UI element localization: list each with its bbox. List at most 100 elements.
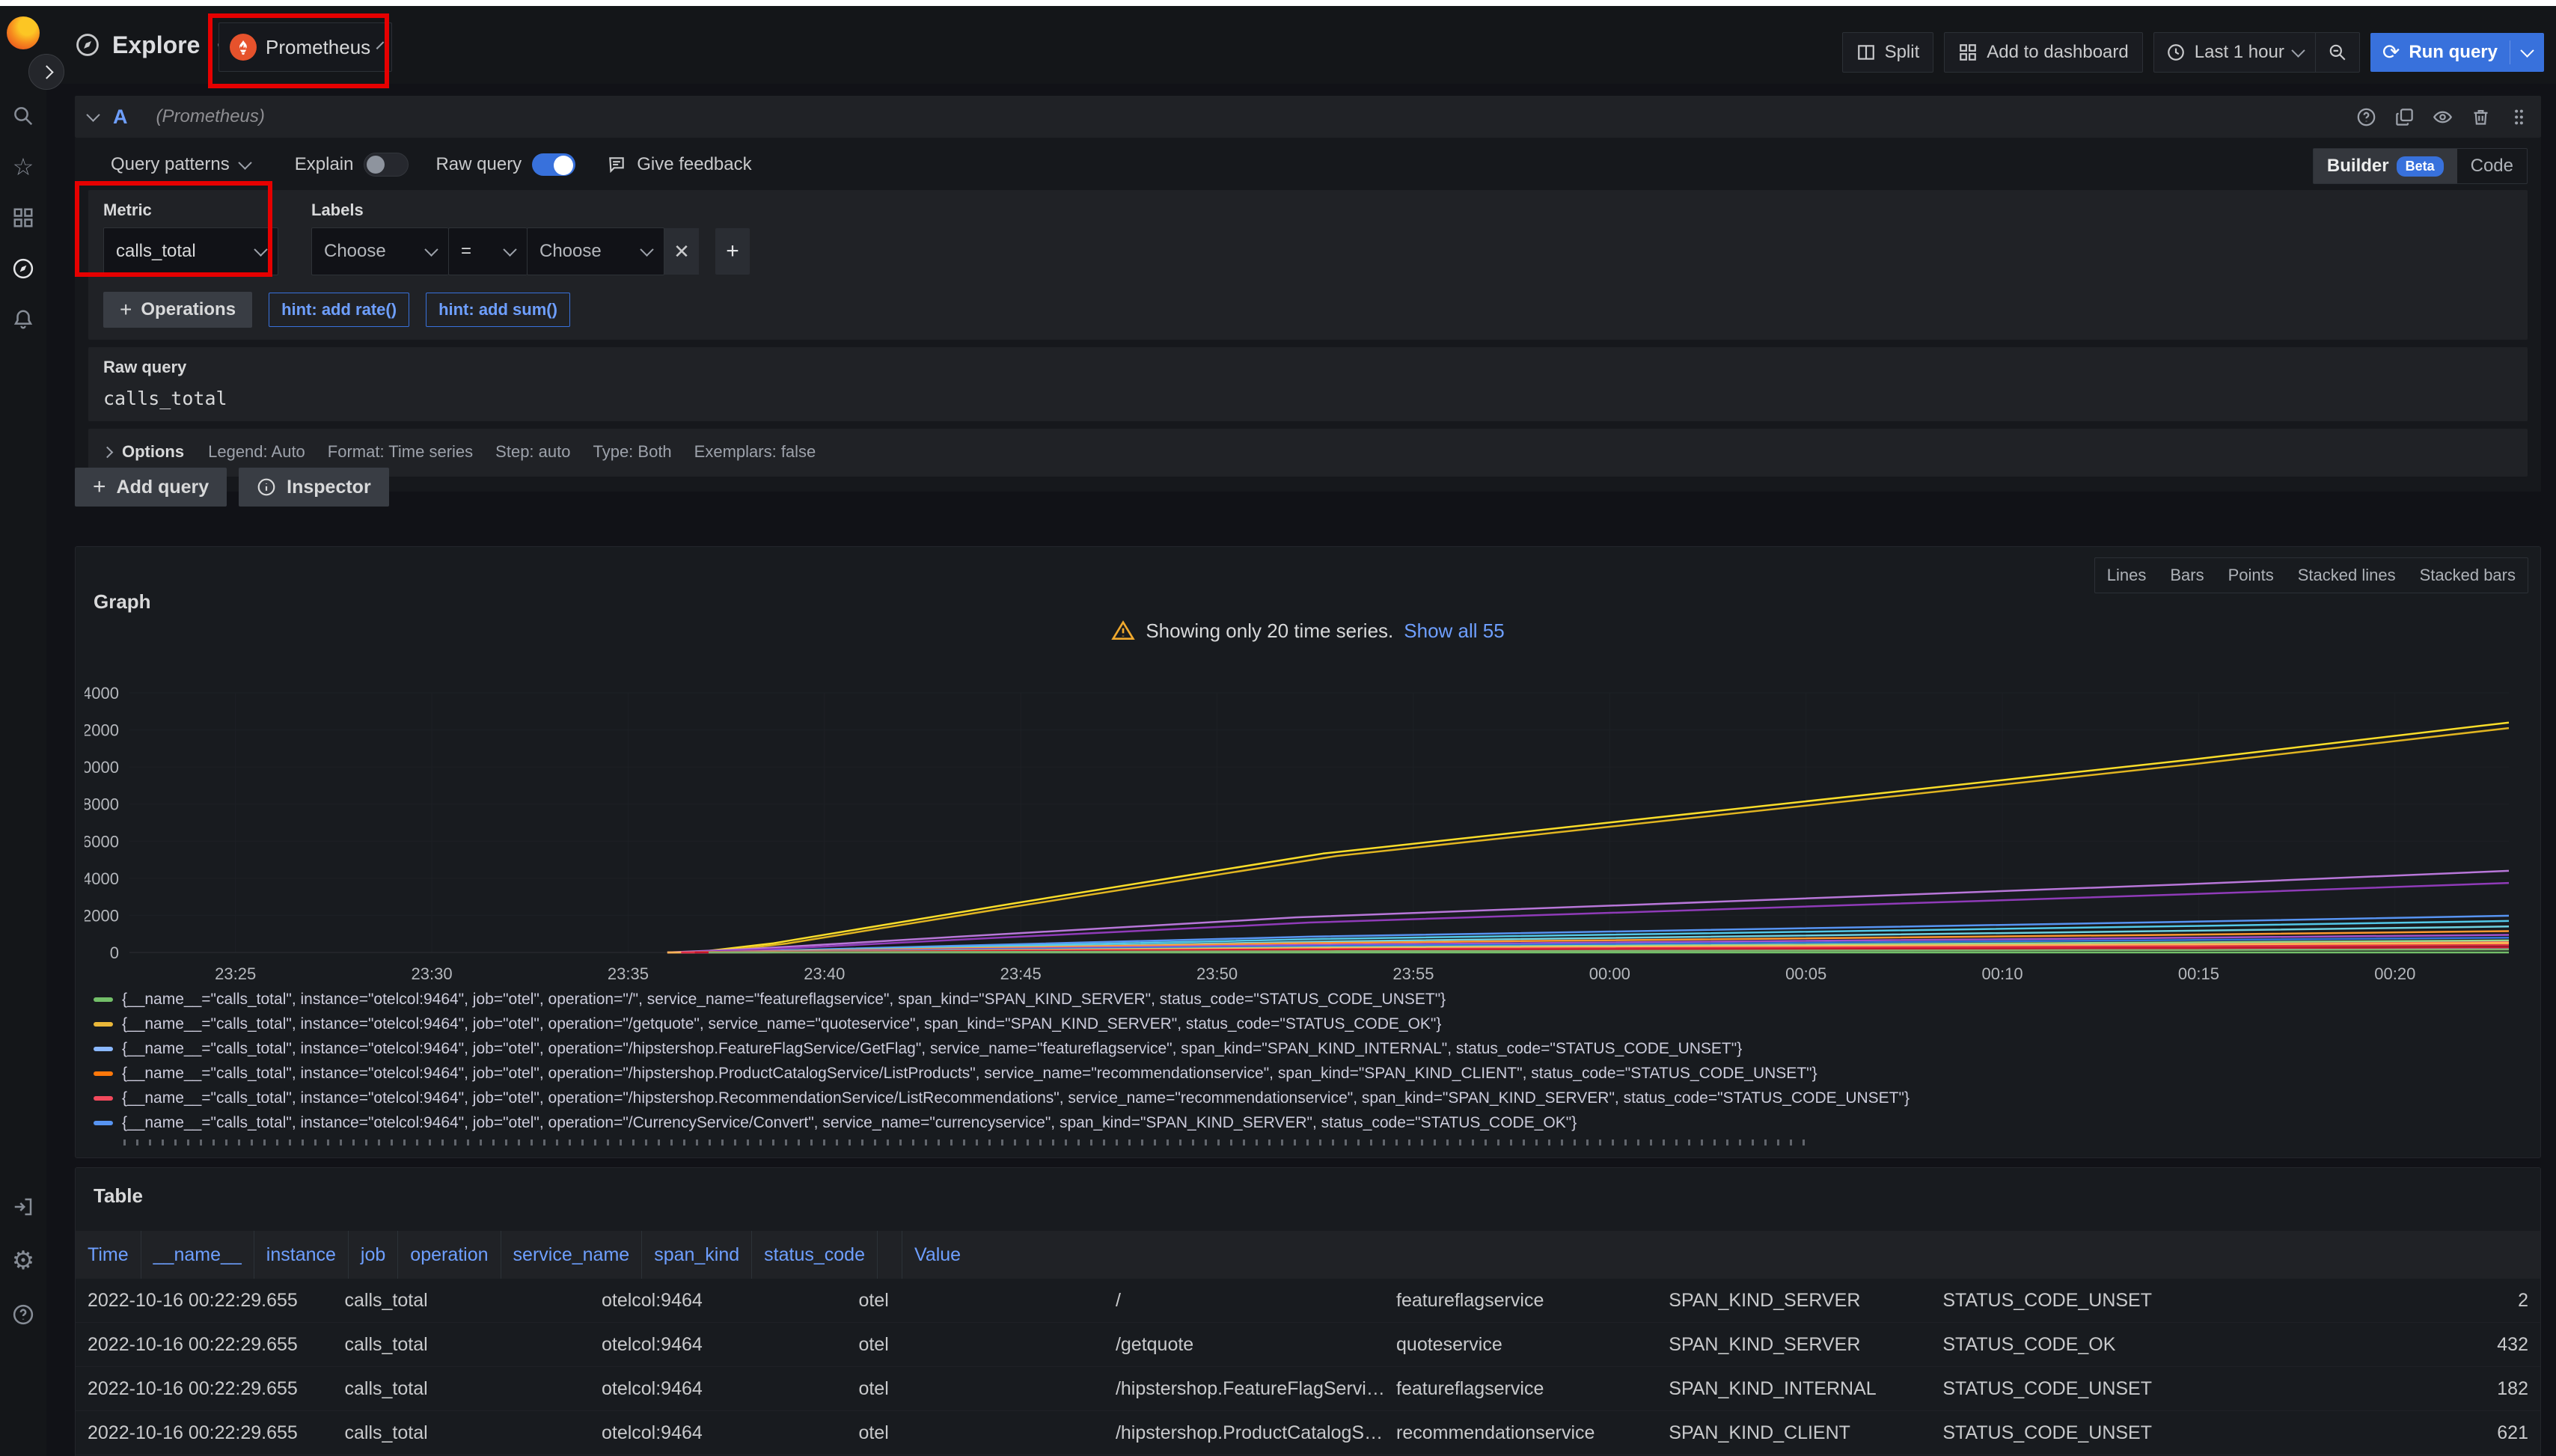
cell-status-code: STATUS_CODE_UNSET	[1930, 1411, 2199, 1455]
delete-query-trash-icon[interactable]	[2471, 107, 2491, 127]
table-row[interactable]: 2022-10-16 00:22:29.655 calls_total otel…	[76, 1367, 2540, 1411]
table-header-cell[interactable]: service_name	[501, 1231, 643, 1279]
explore-compass-icon	[75, 32, 100, 58]
add-to-dashboard-label: Add to dashboard	[1987, 42, 2128, 63]
graph-style-option[interactable]: Lines	[2095, 558, 2159, 593]
table-body: 2022-10-16 00:22:29.655 calls_total otel…	[76, 1279, 2540, 1456]
table-row[interactable]: 2022-10-16 00:22:29.655 calls_total otel…	[76, 1323, 2540, 1367]
table-row[interactable]: 2022-10-16 00:22:29.655 calls_total otel…	[76, 1411, 2540, 1455]
cell-job: otel	[846, 1367, 1103, 1410]
table-header-cell[interactable]: status_code	[752, 1231, 878, 1279]
time-range-button[interactable]: Last 1 hour	[2154, 33, 2315, 72]
table-header-cell[interactable]	[878, 1231, 902, 1279]
grafana-logo[interactable]	[7, 16, 40, 49]
add-label-filter-button[interactable]: +	[715, 228, 750, 275]
labels-field: Labels Choose =	[311, 201, 750, 275]
code-mode-button[interactable]: Code	[2457, 149, 2527, 183]
configuration-gear-icon[interactable]: ⚙	[12, 1249, 34, 1272]
svg-text:12000: 12000	[85, 721, 119, 740]
raw-query-toggle-label: Raw query	[435, 154, 522, 175]
table-header-cell[interactable]: job	[349, 1231, 398, 1279]
collapse-chevron-icon[interactable]	[86, 108, 100, 121]
query-patterns-dropdown[interactable]: Query patterns	[111, 154, 250, 175]
label-key-select[interactable]: Choose	[311, 227, 448, 275]
table-header-cell[interactable]: instance	[254, 1231, 349, 1279]
page-title: Explore	[112, 31, 200, 59]
legend-item[interactable]: {__name__="calls_total", instance="otelc…	[94, 1061, 1910, 1086]
chevron-down-icon	[503, 242, 516, 256]
table-header-cell[interactable]: Value	[902, 1231, 973, 1279]
legend-item[interactable]: {__name__="calls_total", instance="otelc…	[94, 1012, 1910, 1036]
sidebar-expand-button[interactable]	[28, 54, 64, 90]
zoom-out-button[interactable]	[2316, 33, 2359, 72]
svg-text:23:30: 23:30	[412, 964, 453, 983]
builder-label: Builder	[2327, 156, 2389, 177]
hint-add-rate-button[interactable]: hint: add rate()	[269, 293, 409, 327]
legend-item[interactable]: {__name__="calls_total", instance="otelc…	[94, 1086, 1910, 1110]
table-header-cell[interactable]: __name__	[141, 1231, 254, 1279]
label-value-select[interactable]: Choose	[527, 227, 664, 275]
svg-text:00:05: 00:05	[1785, 964, 1826, 983]
toggle-visibility-eye-icon[interactable]	[2433, 107, 2453, 127]
annotation-highlight-datasource	[208, 13, 389, 88]
inspector-button[interactable]: Inspector	[239, 468, 389, 507]
operations-label: Operations	[141, 299, 236, 320]
query-row-header[interactable]: A (Prometheus)	[75, 96, 2541, 138]
dashboards-icon[interactable]	[12, 207, 34, 229]
explore-icon[interactable]	[12, 257, 34, 280]
legend-item[interactable]: {__name__="calls_total", instance="otelc…	[94, 1110, 1910, 1135]
duplicate-query-icon[interactable]	[2394, 107, 2415, 127]
starred-icon[interactable]: ☆	[12, 156, 34, 178]
raw-query-toggle[interactable]	[532, 153, 575, 176]
query-help-icon[interactable]	[2356, 107, 2376, 127]
chevron-down-icon[interactable]	[2520, 43, 2534, 57]
table-header-cell[interactable]: span_kind	[642, 1231, 752, 1279]
cell-time: 2022-10-16 00:22:29.655	[76, 1367, 332, 1410]
table-row[interactable]: 2022-10-16 00:22:29.655 calls_total otel…	[76, 1279, 2540, 1323]
svg-text:10000: 10000	[85, 758, 119, 777]
search-icon[interactable]	[12, 105, 34, 127]
give-feedback-link[interactable]: Give feedback	[607, 154, 751, 175]
explain-toggle[interactable]	[364, 153, 409, 177]
run-query-button[interactable]: ⟳ Run query	[2370, 33, 2544, 72]
legend-item[interactable]: {__name__="calls_total", instance="otelc…	[94, 1036, 1910, 1061]
time-series-chart[interactable]: 23:2523:3023:3523:4023:4523:5023:5500:00…	[85, 674, 2556, 988]
cell-status-code: STATUS_CODE_UNSET	[1930, 1279, 2199, 1322]
table-header-cell[interactable]: operation	[398, 1231, 501, 1279]
options-summary-item: Legend: Auto	[208, 442, 305, 461]
info-circle-icon	[257, 477, 276, 497]
graph-style-option[interactable]: Points	[2216, 558, 2286, 593]
label-operator-select[interactable]: =	[448, 227, 527, 275]
zoom-out-icon	[2328, 43, 2347, 62]
legend-swatch-icon	[94, 1071, 113, 1076]
add-operation-button[interactable]: + Operations	[103, 292, 252, 328]
cell-time: 2022-10-16 00:22:29.655	[76, 1279, 332, 1322]
legend-item[interactable]: {__name__="calls_total", instance="otelc…	[94, 987, 1910, 1012]
hint-add-sum-button[interactable]: hint: add sum()	[426, 293, 570, 327]
builder-card: Metric calls_total Labels Choose	[88, 190, 2528, 340]
legend-swatch-icon	[94, 1096, 113, 1101]
add-to-dashboard-button[interactable]: Add to dashboard	[1944, 32, 2142, 73]
graph-style-option[interactable]: Bars	[2158, 558, 2216, 593]
remove-label-filter-button[interactable]: ✕	[664, 228, 699, 275]
sign-in-icon[interactable]	[12, 1196, 34, 1218]
cell-job: otel	[846, 1323, 1103, 1366]
chevron-down-icon	[254, 242, 267, 256]
plus-icon: +	[726, 239, 739, 264]
graph-style-option[interactable]: Stacked lines	[2286, 558, 2408, 593]
warning-triangle-icon	[1111, 619, 1135, 643]
add-query-button[interactable]: + Add query	[75, 468, 227, 507]
show-all-series-link[interactable]: Show all 55	[1404, 620, 1504, 643]
cell-status-code: STATUS_CODE_UNSET	[1930, 1367, 2199, 1410]
graph-style-option[interactable]: Stacked bars	[2408, 558, 2528, 593]
table-header-cell[interactable]: Time	[76, 1231, 141, 1279]
builder-mode-button[interactable]: Builder Beta	[2314, 149, 2457, 183]
options-card[interactable]: Options Legend: AutoFormat: Time seriesS…	[88, 429, 2528, 477]
split-button[interactable]: Split	[1842, 32, 1934, 73]
metric-select[interactable]: calls_total	[103, 227, 278, 275]
alerting-bell-icon[interactable]	[12, 308, 34, 331]
legend-label: {__name__="calls_total", instance="otelc…	[122, 1065, 1817, 1083]
chevron-down-icon	[640, 242, 653, 256]
drag-handle-icon[interactable]	[2509, 107, 2529, 127]
help-icon[interactable]	[12, 1303, 34, 1326]
